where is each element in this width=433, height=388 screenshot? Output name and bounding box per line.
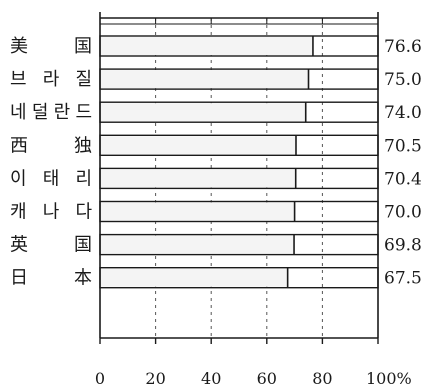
x-axis-tick-labels: 0 20 40 60 80 100% bbox=[95, 369, 412, 388]
value-labels: 76.6 75.0 74.0 70.5 70.4 70.0 69.8 67.5 bbox=[384, 37, 422, 289]
x-tick-label: 100% bbox=[366, 369, 412, 388]
category-label: 日 本 bbox=[10, 268, 92, 289]
x-tick-label: 60 bbox=[257, 369, 277, 388]
value-label: 70.5 bbox=[384, 136, 422, 156]
x-tick-label: 0 bbox=[95, 369, 105, 388]
plot-frame bbox=[99, 12, 379, 344]
bar bbox=[101, 268, 288, 287]
bar bbox=[101, 235, 295, 254]
category-label: 이태리 bbox=[10, 168, 92, 189]
bar bbox=[101, 136, 296, 155]
value-label: 69.8 bbox=[384, 236, 422, 256]
value-label: 70.0 bbox=[384, 203, 422, 223]
value-label: 76.6 bbox=[384, 37, 422, 57]
value-label: 74.0 bbox=[384, 103, 422, 123]
x-tick-label: 40 bbox=[201, 369, 221, 388]
category-label: 네덜란드 bbox=[10, 102, 92, 123]
bars bbox=[99, 35, 379, 289]
value-label: 70.4 bbox=[384, 169, 422, 189]
category-label: 캐나다 bbox=[10, 202, 92, 223]
bar bbox=[101, 70, 309, 89]
bar bbox=[101, 103, 306, 122]
category-label: 英 国 bbox=[10, 235, 92, 256]
value-label: 67.5 bbox=[384, 269, 422, 289]
bar bbox=[101, 169, 296, 188]
category-label: 브라질 bbox=[10, 69, 92, 90]
x-tick-label: 20 bbox=[145, 369, 165, 388]
category-label: 西 独 bbox=[10, 135, 92, 156]
value-label: 75.0 bbox=[384, 70, 422, 90]
category-label: 美 国 bbox=[10, 36, 92, 57]
bar bbox=[101, 37, 313, 55]
bar bbox=[101, 202, 295, 221]
x-tick-label: 80 bbox=[312, 369, 332, 388]
